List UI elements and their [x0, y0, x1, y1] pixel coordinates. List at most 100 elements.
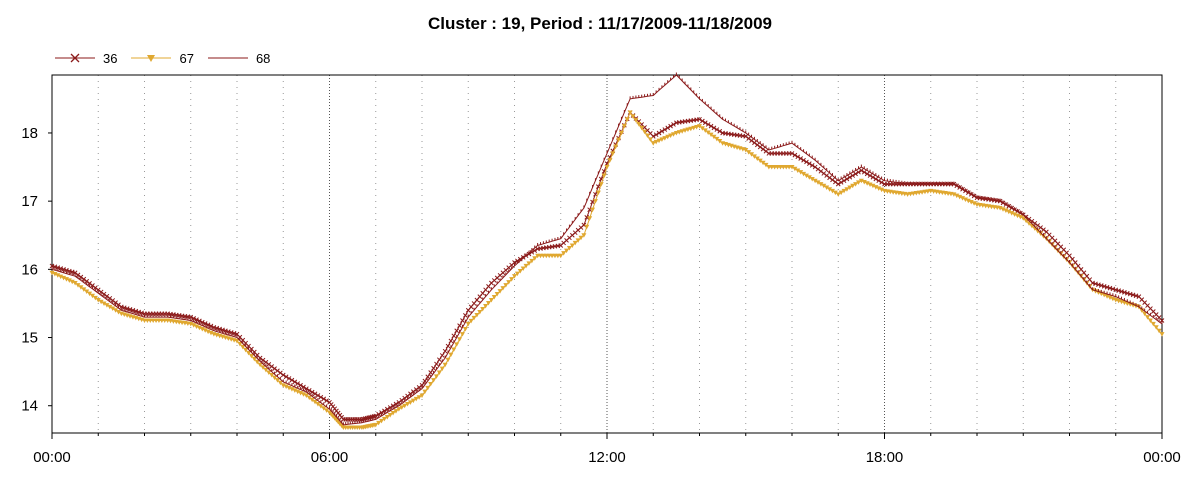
series-point-36	[806, 161, 812, 167]
series-point-67	[642, 129, 648, 135]
series-point-67	[451, 347, 457, 352]
series-point-36	[717, 128, 723, 134]
series-point-36	[113, 300, 118, 305]
series-point-36	[324, 398, 329, 403]
series-point-67	[662, 136, 668, 141]
series-point-67	[829, 188, 835, 194]
series-point-36	[668, 123, 673, 129]
series-point-36	[801, 157, 806, 163]
series-point-67	[110, 306, 116, 312]
series-point-36	[275, 368, 280, 374]
series-point-36	[809, 162, 815, 168]
legend-label-36: 36	[103, 50, 118, 66]
series-point-67	[462, 327, 468, 332]
series-point-36	[795, 154, 801, 160]
series-point-67	[66, 278, 72, 283]
series-point-36	[714, 127, 720, 132]
series-point-67	[1009, 211, 1015, 216]
series-point-67	[208, 330, 214, 336]
series-point-36	[671, 122, 676, 127]
series-point-36	[410, 389, 416, 395]
series-point-67	[425, 385, 431, 391]
series-point-67	[433, 374, 439, 379]
series-point-67	[908, 191, 914, 197]
series-point-36	[425, 374, 431, 380]
series-point-67	[457, 337, 463, 342]
series-point-67	[564, 248, 570, 254]
series-point-67	[910, 191, 916, 196]
series-point-67	[49, 270, 55, 276]
series-point-67	[855, 180, 861, 185]
series-point-67	[506, 280, 512, 285]
series-point-36	[263, 359, 269, 365]
series-point-67	[87, 291, 93, 297]
series-point-36	[827, 175, 832, 181]
series-point-67	[751, 154, 757, 159]
series-point-67	[812, 178, 818, 184]
series-point-67	[101, 301, 107, 306]
series-point-36	[697, 116, 702, 122]
series-line-68	[51, 74, 1163, 426]
series-point-67	[69, 279, 75, 285]
series-point-36	[373, 413, 379, 419]
series-point-36	[278, 370, 283, 376]
series-point-67	[202, 328, 208, 333]
series-point-67	[483, 303, 489, 309]
series-point-67	[876, 186, 882, 191]
series-point-67	[616, 137, 622, 143]
series-point-36	[746, 136, 751, 141]
legend-item-68: 68	[207, 51, 270, 66]
series-point-67	[318, 404, 324, 409]
series-point-67	[416, 395, 422, 400]
series-point-36	[393, 401, 399, 407]
series-point-67	[306, 395, 312, 401]
series-point-67	[592, 199, 598, 204]
series-point-67	[905, 192, 911, 197]
series-point-67	[194, 324, 200, 329]
series-point-67	[454, 342, 460, 347]
series-point-36	[436, 357, 442, 363]
series-point-36	[413, 387, 419, 392]
legend-swatch-67	[131, 55, 172, 62]
series-point-67	[665, 134, 671, 140]
series-point-67	[913, 191, 919, 196]
series-point-67	[115, 309, 121, 315]
series-point-67	[405, 402, 411, 407]
series-point-67	[196, 325, 202, 331]
series-point-67	[1017, 214, 1023, 220]
x-tick-label: 18:00	[866, 449, 904, 466]
series-point-67	[844, 187, 850, 192]
series-point-67	[806, 175, 812, 180]
series-point-36	[286, 376, 292, 381]
series-point-67	[428, 381, 434, 387]
series-point-67	[286, 385, 292, 391]
series-point-67	[254, 359, 260, 365]
series-point-36	[702, 120, 708, 126]
series-point-67	[587, 216, 593, 221]
series-point-67	[1020, 216, 1026, 221]
series-point-36	[1038, 225, 1043, 230]
legend-item-67: 67	[131, 51, 194, 66]
series-point-67	[517, 269, 523, 274]
legend-item-36: 36	[55, 51, 117, 66]
series-point-36	[318, 394, 324, 400]
series-point-67	[199, 327, 205, 332]
series-point-67	[702, 128, 708, 133]
series-point-67	[850, 183, 856, 189]
series-point-67	[841, 188, 847, 194]
series-point-67	[324, 408, 330, 413]
series-point-67	[962, 197, 968, 202]
series-point-36	[850, 173, 856, 178]
series-point-67	[390, 411, 396, 416]
series-point-67	[315, 402, 321, 407]
series-point-36	[107, 295, 113, 301]
series-point-67	[419, 393, 425, 398]
series-point-67	[627, 110, 633, 116]
series-point-36	[743, 134, 749, 139]
series-point-67	[471, 315, 477, 321]
series-point-36	[864, 171, 870, 177]
series-point-36	[272, 366, 277, 371]
series-point-67	[954, 193, 960, 199]
series-point-36	[659, 128, 665, 134]
series-point-67	[960, 196, 966, 201]
